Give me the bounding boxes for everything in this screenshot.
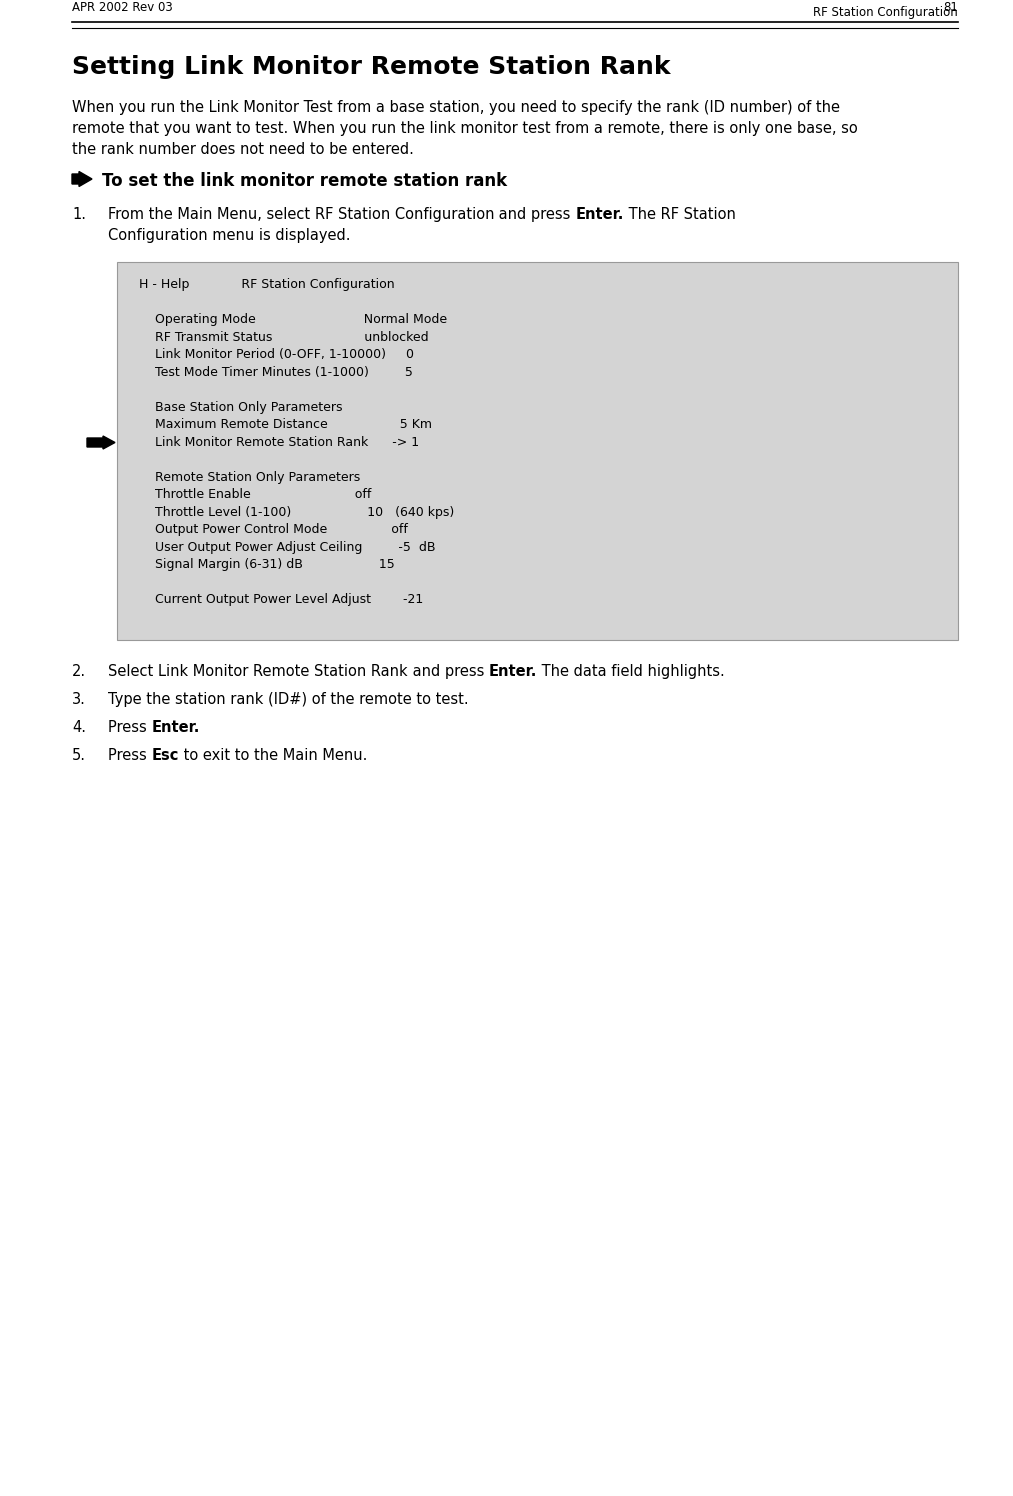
Bar — [116, 262, 958, 640]
Text: RF Transmit Status                       unblocked: RF Transmit Status unblocked — [131, 331, 428, 344]
Text: 5.: 5. — [72, 748, 86, 763]
Text: Esc: Esc — [151, 748, 178, 763]
Text: H - Help             RF Station Configuration: H - Help RF Station Configuration — [131, 278, 395, 292]
Text: the rank number does not need to be entered.: the rank number does not need to be ente… — [72, 142, 414, 157]
Text: From the Main Menu, select: From the Main Menu, select — [108, 206, 315, 221]
Text: 2.: 2. — [72, 664, 86, 679]
Text: RF Station Configuration: RF Station Configuration — [315, 206, 494, 221]
Text: Throttle Level (1-100)                   10   (640 kps): Throttle Level (1-100) 10 (640 kps) — [131, 506, 454, 519]
Text: Output Power Control Mode                off: Output Power Control Mode off — [131, 524, 408, 536]
Text: The data field highlights.: The data field highlights. — [537, 664, 724, 679]
Text: to exit to the Main Menu.: to exit to the Main Menu. — [178, 748, 367, 763]
Text: Enter.: Enter. — [151, 720, 200, 735]
Text: Test Mode Timer Minutes (1-1000)         5: Test Mode Timer Minutes (1-1000) 5 — [131, 365, 413, 378]
Text: Signal Margin (6-31) dB                   15: Signal Margin (6-31) dB 15 — [131, 558, 395, 571]
Text: Link Monitor Remote Station Rank      -> 1: Link Monitor Remote Station Rank -> 1 — [131, 435, 419, 449]
Text: Enter.: Enter. — [488, 664, 537, 679]
FancyArrow shape — [72, 172, 92, 187]
Text: Press: Press — [108, 748, 151, 763]
Text: When you run the Link Monitor Test from a base station, you need to specify the : When you run the Link Monitor Test from … — [72, 100, 840, 115]
Text: APR 2002 Rev 03: APR 2002 Rev 03 — [72, 1, 173, 13]
FancyArrow shape — [87, 435, 115, 449]
Text: RF Station Configuration: RF Station Configuration — [813, 6, 958, 19]
Text: Base Station Only Parameters: Base Station Only Parameters — [131, 401, 342, 413]
Text: 3.: 3. — [72, 693, 86, 708]
Text: The RF Station: The RF Station — [624, 206, 735, 221]
Text: Link Monitor Remote Station Rank: Link Monitor Remote Station Rank — [158, 664, 407, 679]
Text: 4.: 4. — [72, 720, 86, 735]
Text: Select: Select — [108, 664, 158, 679]
Text: Link Monitor Period (0-OFF, 1-10000)     0: Link Monitor Period (0-OFF, 1-10000) 0 — [131, 349, 414, 361]
Text: Maximum Remote Distance                  5 Km: Maximum Remote Distance 5 Km — [131, 417, 432, 431]
Text: User Output Power Adjust Ceiling         -5  dB: User Output Power Adjust Ceiling -5 dB — [131, 540, 436, 554]
Text: Throttle Enable                          off: Throttle Enable off — [131, 488, 372, 501]
Text: Operating Mode                           Normal Mode: Operating Mode Normal Mode — [131, 313, 447, 326]
Text: Type the station rank (ID#) of the remote to test.: Type the station rank (ID#) of the remot… — [108, 693, 469, 708]
Text: Setting Link Monitor Remote Station Rank: Setting Link Monitor Remote Station Rank — [72, 55, 671, 79]
Text: Current Output Power Level Adjust        -21: Current Output Power Level Adjust -21 — [131, 592, 423, 606]
Text: 1.: 1. — [72, 206, 86, 221]
Text: and press: and press — [494, 206, 575, 221]
Text: To set the link monitor remote station rank: To set the link monitor remote station r… — [102, 172, 508, 190]
Text: Configuration menu is displayed.: Configuration menu is displayed. — [108, 227, 350, 242]
Text: Remote Station Only Parameters: Remote Station Only Parameters — [131, 471, 361, 483]
Text: and press: and press — [407, 664, 488, 679]
Text: remote that you want to test. When you run the link monitor test from a remote, : remote that you want to test. When you r… — [72, 121, 858, 136]
Text: Enter.: Enter. — [575, 206, 624, 221]
Text: Press: Press — [108, 720, 151, 735]
Text: 81: 81 — [943, 1, 958, 13]
